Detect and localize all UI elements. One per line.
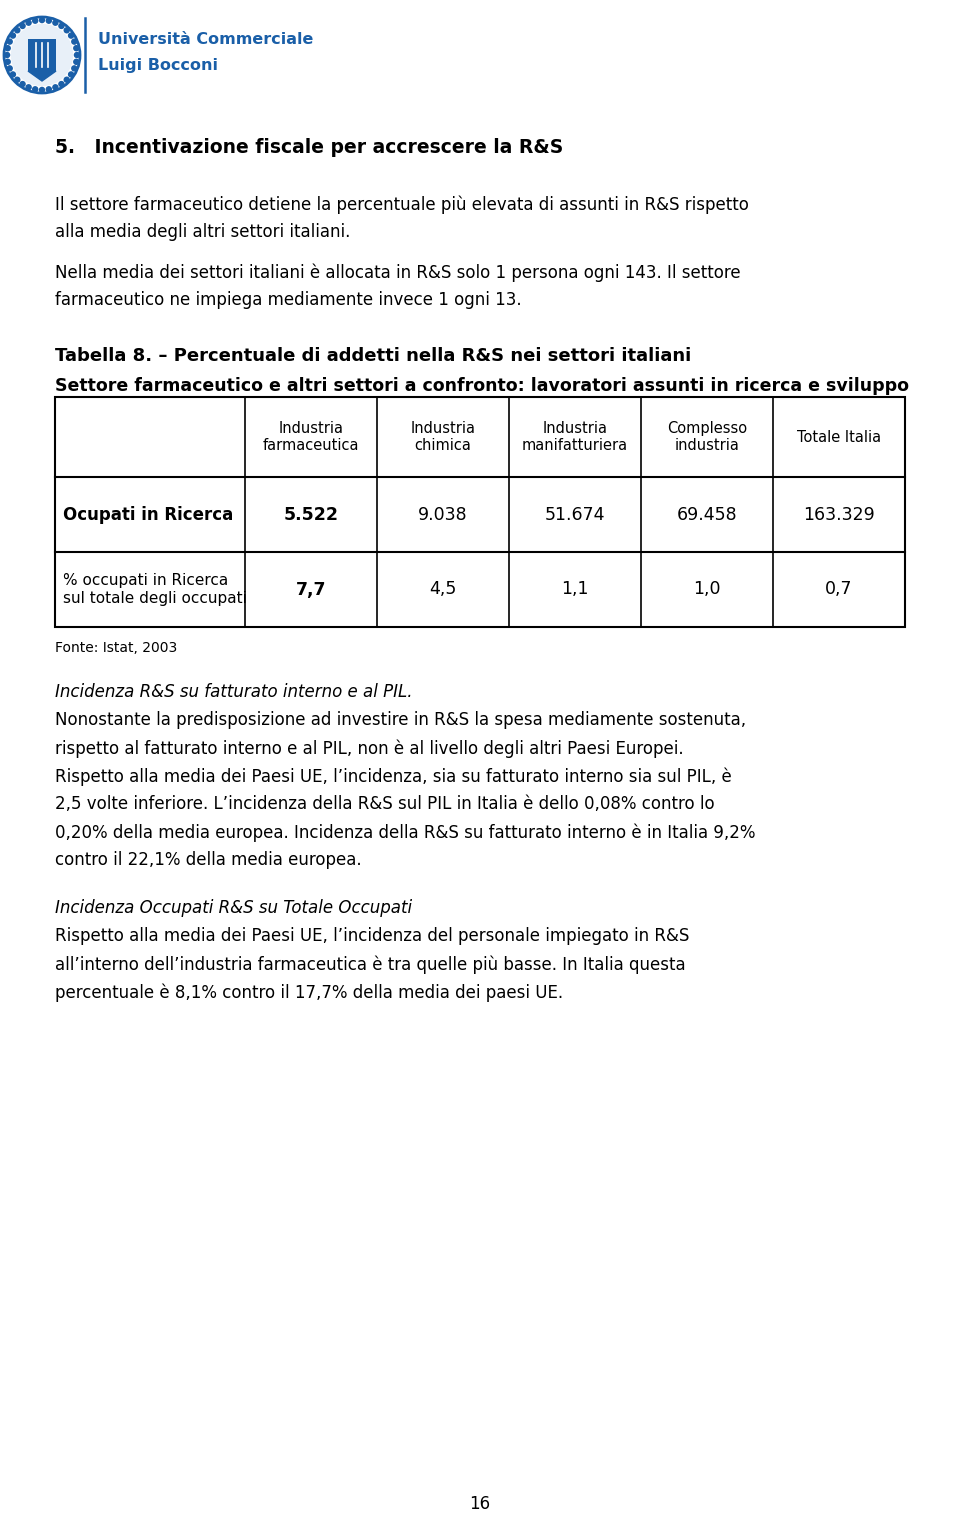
Circle shape (5, 53, 10, 58)
Text: farmaceutico ne impiega mediamente invece 1 ogni 13.: farmaceutico ne impiega mediamente invec… (55, 291, 521, 309)
Circle shape (74, 59, 79, 64)
Circle shape (8, 65, 12, 71)
Text: 1,0: 1,0 (693, 581, 721, 598)
Circle shape (68, 33, 74, 38)
Text: alla media degli altri settori italiani.: alla media degli altri settori italiani. (55, 224, 350, 240)
Text: Luigi Bocconi: Luigi Bocconi (98, 58, 218, 73)
Circle shape (64, 78, 69, 82)
Circle shape (11, 71, 15, 78)
Circle shape (8, 40, 12, 44)
Text: Nella media dei settori italiani è allocata in R&S solo 1 persona ogni 143. Il s: Nella media dei settori italiani è alloc… (55, 263, 740, 281)
Text: 51.674: 51.674 (544, 505, 605, 523)
Circle shape (14, 78, 20, 82)
Circle shape (20, 82, 25, 87)
Circle shape (72, 40, 77, 44)
Text: Industria
chimica: Industria chimica (411, 421, 475, 453)
Text: Il settore farmaceutico detiene la percentuale più elevata di assunti in R&S ris: Il settore farmaceutico detiene la perce… (55, 195, 749, 213)
Circle shape (11, 33, 15, 38)
Circle shape (26, 20, 31, 26)
Text: Complesso
industria: Complesso industria (667, 421, 747, 453)
Text: Totale Italia: Totale Italia (797, 429, 881, 444)
Text: rispetto al fatturato interno e al PIL, non è al livello degli altri Paesi Europ: rispetto al fatturato interno e al PIL, … (55, 739, 684, 757)
Circle shape (74, 46, 79, 50)
Text: % occupati in Ricerca
sul totale degli occupati: % occupati in Ricerca sul totale degli o… (63, 573, 247, 605)
Circle shape (39, 88, 44, 93)
Circle shape (14, 27, 20, 33)
Text: 4,5: 4,5 (429, 581, 457, 598)
Text: Settore farmaceutico e altri settori a confronto: lavoratori assunti in ricerca : Settore farmaceutico e altri settori a c… (55, 377, 909, 395)
Text: Tabella 8. – Percentuale di addetti nella R&S nei settori italiani: Tabella 8. – Percentuale di addetti nell… (55, 347, 691, 365)
Text: 2,5 volte inferiore. L’incidenza della R&S sul PIL in Italia è dello 0,08% contr: 2,5 volte inferiore. L’incidenza della R… (55, 795, 714, 814)
Text: Industria
farmaceutica: Industria farmaceutica (263, 421, 359, 453)
Circle shape (68, 71, 74, 78)
Circle shape (53, 20, 58, 26)
Text: 5.   Incentivazione fiscale per accrescere la R&S: 5. Incentivazione fiscale per accrescere… (55, 138, 564, 157)
Text: contro il 22,1% della media europea.: contro il 22,1% della media europea. (55, 852, 362, 868)
Bar (55, 397, 905, 627)
Text: Rispetto alla media dei Paesi UE, l’incidenza del personale impiegato in R&S: Rispetto alla media dei Paesi UE, l’inci… (55, 926, 689, 945)
Text: 0,7: 0,7 (826, 581, 852, 598)
Text: all’interno dell’industria farmaceutica è tra quelle più basse. In Italia questa: all’interno dell’industria farmaceutica … (55, 955, 685, 973)
Text: 163.329: 163.329 (804, 505, 875, 523)
Circle shape (75, 53, 80, 58)
Text: Incidenza R&S su fatturato interno e al PIL.: Incidenza R&S su fatturato interno e al … (55, 683, 413, 701)
Polygon shape (28, 71, 56, 81)
Text: Ocupati in Ricerca: Ocupati in Ricerca (63, 505, 233, 523)
Text: Fonte: Istat, 2003: Fonte: Istat, 2003 (55, 640, 178, 656)
Text: 5.522: 5.522 (283, 505, 339, 523)
Circle shape (26, 85, 31, 90)
Circle shape (46, 18, 51, 23)
Circle shape (46, 87, 51, 91)
Circle shape (20, 23, 25, 29)
Circle shape (72, 65, 77, 71)
Circle shape (33, 87, 37, 91)
Circle shape (5, 46, 11, 50)
Text: 7,7: 7,7 (296, 581, 326, 598)
Text: Rispetto alla media dei Paesi UE, l’incidenza, sia su fatturato interno sia sul : Rispetto alla media dei Paesi UE, l’inci… (55, 767, 732, 785)
Circle shape (53, 85, 58, 90)
Text: Nonostante la predisposizione ad investire in R&S la spesa mediamente sostenuta,: Nonostante la predisposizione ad investi… (55, 710, 746, 729)
Text: 16: 16 (469, 1495, 491, 1513)
Text: percentuale è 8,1% contro il 17,7% della media dei paesi UE.: percentuale è 8,1% contro il 17,7% della… (55, 983, 564, 1001)
Circle shape (59, 23, 64, 29)
Circle shape (11, 24, 73, 87)
Text: 0,20% della media europea. Incidenza della R&S su fatturato interno è in Italia : 0,20% della media europea. Incidenza del… (55, 823, 756, 841)
Circle shape (5, 59, 11, 64)
Circle shape (33, 18, 37, 23)
Text: Università Commerciale: Università Commerciale (98, 32, 313, 47)
Bar (28, 40, 56, 71)
Circle shape (59, 82, 64, 87)
Text: 9.038: 9.038 (419, 505, 468, 523)
Text: 1,1: 1,1 (562, 581, 588, 598)
Circle shape (64, 27, 69, 33)
Text: Industria
manifatturiera: Industria manifatturiera (522, 421, 628, 453)
Text: 69.458: 69.458 (677, 505, 737, 523)
Text: Incidenza Occupati R&S su Totale Occupati: Incidenza Occupati R&S su Totale Occupat… (55, 899, 412, 917)
Circle shape (39, 18, 44, 23)
